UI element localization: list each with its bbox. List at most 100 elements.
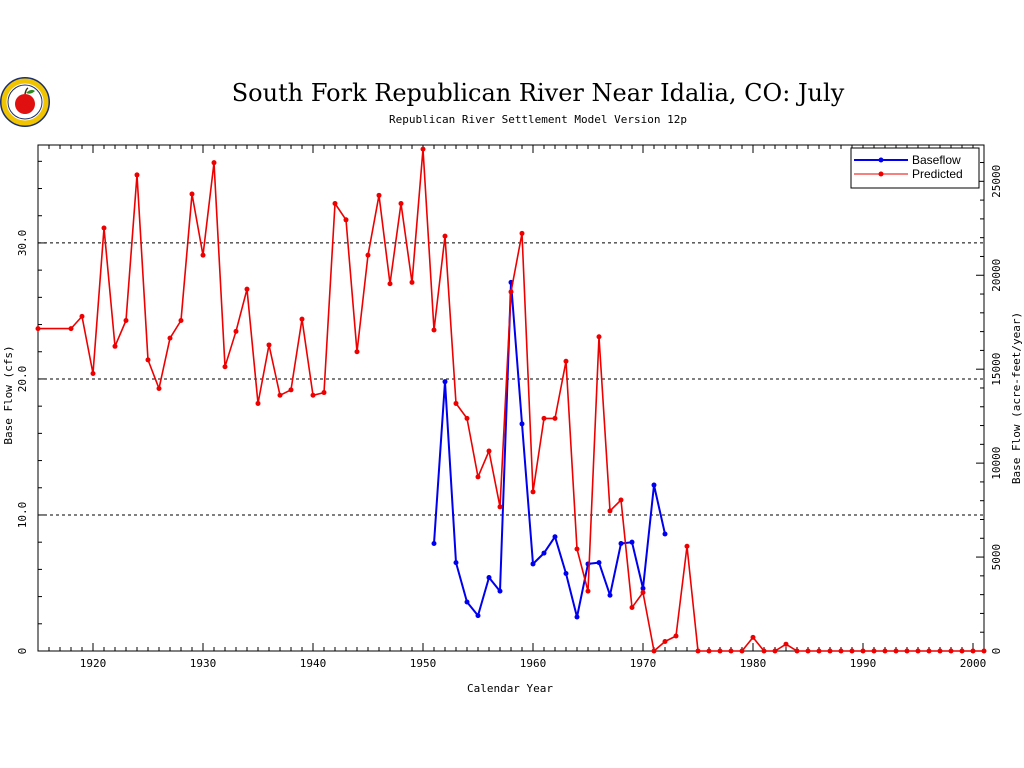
predicted-data-point	[563, 358, 569, 364]
chart-subtitle: Republican River Settlement Model Versio…	[389, 113, 687, 126]
predicted-data-point	[860, 648, 866, 654]
plot-frame	[37, 144, 985, 652]
legend-predicted-label: Predicted	[912, 167, 963, 181]
predicted-data-point	[244, 286, 250, 292]
predicted-data-point	[365, 252, 371, 258]
predicted-data-point	[222, 364, 228, 370]
legend-baseflow-label: Baseflow	[912, 153, 961, 167]
predicted-data-point	[277, 392, 283, 398]
x-axis-label: Calendar Year	[467, 682, 553, 695]
baseflow-data-point	[453, 560, 459, 566]
predicted-data-point	[35, 326, 41, 332]
predicted-data-point	[299, 316, 305, 322]
y-right-tick-label: 0	[990, 648, 1003, 655]
baseflow-series-line	[433, 281, 666, 618]
predicted-data-point	[761, 648, 767, 654]
baseflow-data-point	[519, 421, 525, 427]
predicted-data-point	[376, 192, 382, 198]
predicted-data-point	[145, 357, 151, 363]
baseflow-data-point	[618, 541, 624, 547]
plot-area: 1920 1930 1940 1950 1960 1970 1980 1990 2000010.…	[16, 144, 1003, 670]
predicted-data-point	[123, 317, 129, 323]
x-tick-label: 1960	[520, 657, 547, 670]
baseflow-data-point	[475, 613, 481, 619]
baseflow-data-point	[464, 599, 470, 605]
y-axis-label-left: Base Flow (cfs)	[2, 345, 15, 444]
y-right-tick-label: 25000	[990, 165, 1003, 198]
predicted-data-point	[90, 371, 96, 377]
y-left-tick-label: 0	[16, 648, 29, 655]
predicted-data-point	[805, 648, 811, 654]
predicted-data-point	[662, 638, 668, 644]
predicted-data-point	[112, 343, 118, 349]
predicted-data-point	[970, 648, 976, 654]
predicted-data-point	[343, 217, 349, 223]
baseflow-data-point	[486, 575, 492, 581]
predicted-data-point	[178, 317, 184, 323]
y-axis-label-right: Base Flow (acre-feet/year)	[1010, 312, 1023, 484]
baseflow-data-point	[541, 550, 547, 556]
predicted-data-point	[871, 648, 877, 654]
predicted-data-point	[409, 279, 415, 285]
predicted-data-point	[706, 648, 712, 654]
x-tick-label: 1980	[740, 657, 767, 670]
predicted-data-point	[684, 543, 690, 549]
x-tick-label: 1990	[850, 657, 877, 670]
predicted-data-point	[574, 546, 580, 552]
predicted-data-point	[79, 313, 85, 319]
predicted-data-point	[816, 648, 822, 654]
x-tick-label: 1970	[630, 657, 657, 670]
legend: Baseflow Predicted	[850, 147, 980, 189]
predicted-data-point	[497, 504, 503, 510]
predicted-data-point	[354, 349, 360, 355]
predicted-data-point	[266, 342, 272, 348]
predicted-data-point	[915, 648, 921, 654]
predicted-data-point	[849, 648, 855, 654]
predicted-data-point	[728, 648, 734, 654]
predicted-data-point	[640, 590, 646, 596]
baseflow-data-point	[530, 561, 536, 567]
predicted-data-point	[750, 634, 756, 640]
x-tick-label: 1940	[300, 657, 327, 670]
predicted-data-point	[453, 400, 459, 406]
predicted-data-point	[332, 200, 338, 206]
legend-box	[850, 147, 980, 189]
predicted-data-point	[255, 400, 261, 406]
predicted-data-point	[530, 489, 536, 495]
baseflow-data-point	[563, 570, 569, 576]
predicted-data-point	[541, 415, 547, 421]
predicted-data-point	[486, 448, 492, 454]
y-right-tick-label: 15000	[990, 353, 1003, 386]
predicted-data-point	[794, 648, 800, 654]
predicted-data-point	[475, 474, 481, 480]
predicted-data-point	[926, 648, 932, 654]
y-left-tick-label: 10.0	[16, 502, 29, 529]
predicted-data-point	[651, 648, 657, 654]
predicted-data-point	[893, 648, 899, 654]
predicted-data-point	[739, 648, 745, 654]
chart-title: South Fork Republican River Near Idalia,…	[232, 79, 845, 107]
baseflow-data-point	[497, 588, 503, 594]
predicted-data-point	[200, 252, 206, 258]
predicted-data-point	[442, 233, 448, 239]
predicted-data-point	[552, 415, 558, 421]
predicted-data-point	[211, 160, 217, 166]
predicted-data-point	[431, 327, 437, 333]
x-tick-label: 1950	[410, 657, 437, 670]
predicted-data-point	[398, 200, 404, 206]
predicted-data-point	[673, 633, 679, 639]
predicted-data-point	[717, 648, 723, 654]
predicted-data-point	[585, 588, 591, 594]
apple-seal-logo	[0, 77, 50, 127]
predicted-data-point	[387, 281, 393, 287]
predicted-data-point	[838, 648, 844, 654]
baseflow-data-point	[629, 539, 635, 545]
predicted-data-point	[310, 392, 316, 398]
predicted-data-point	[948, 648, 954, 654]
y-right-tick-label: 10000	[990, 447, 1003, 480]
y-right-tick-label: 5000	[990, 544, 1003, 571]
predicted-data-point	[882, 648, 888, 654]
predicted-data-point	[618, 497, 624, 503]
baseflow-data-point	[607, 592, 613, 598]
